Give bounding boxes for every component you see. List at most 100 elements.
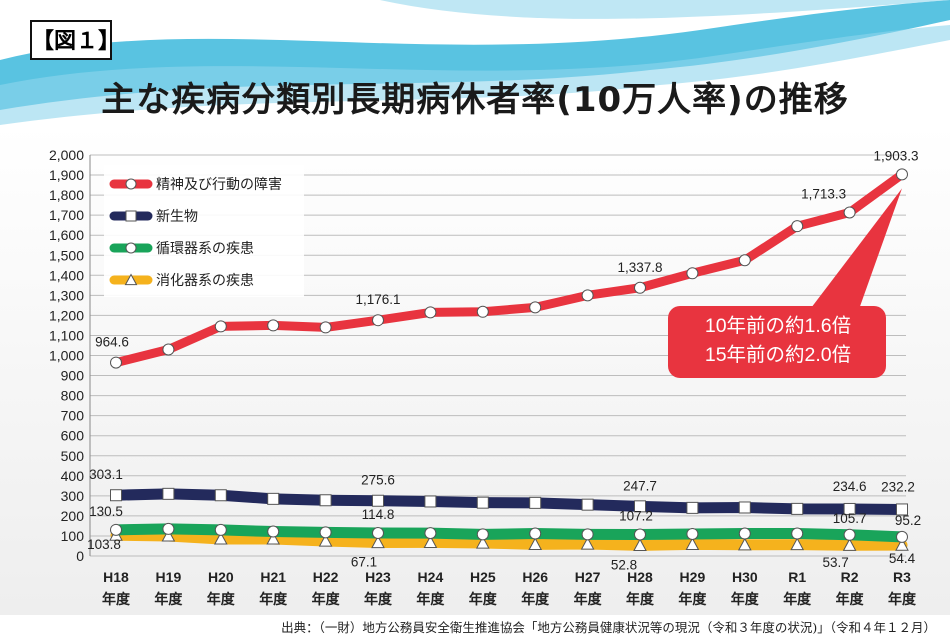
circle-marker xyxy=(319,321,332,334)
square-marker xyxy=(110,489,122,502)
circle-marker xyxy=(267,319,280,332)
circle-marker xyxy=(424,306,437,319)
square-marker xyxy=(424,495,437,508)
circle-marker xyxy=(581,289,594,302)
circle-marker xyxy=(214,320,227,333)
triangle-marker xyxy=(213,531,228,545)
triangle-marker xyxy=(633,538,647,552)
y-tick-label: 1,900 xyxy=(49,167,84,183)
x-tick-label: H27 xyxy=(575,569,601,585)
circle-marker xyxy=(738,254,751,267)
data-label: 103.8 xyxy=(87,537,121,552)
data-label: 964.6 xyxy=(95,335,129,350)
triangle-marker xyxy=(737,537,752,551)
triangle-marker xyxy=(371,535,385,549)
legend-label: 精神及び行動の障害 xyxy=(156,177,282,193)
circle-marker xyxy=(896,168,908,181)
circle-marker xyxy=(896,530,908,543)
square-marker xyxy=(529,496,542,509)
legend-item: 循環器系の疾患 xyxy=(109,241,254,257)
square-marker xyxy=(267,492,280,505)
triangle-marker xyxy=(161,528,176,542)
series-line xyxy=(110,488,908,515)
series-line xyxy=(110,523,908,543)
x-axis: H18 年度 H19 年度 H20 年度 H21 年度 H22 年度 H23 年度 H24 年度 H25 年度… xyxy=(102,569,917,608)
series-mental xyxy=(110,168,908,369)
square-marker xyxy=(738,501,751,514)
triangle-marker xyxy=(528,537,543,550)
y-tick-label: 1,200 xyxy=(49,307,84,323)
data-label: 105.7 xyxy=(833,511,867,526)
triangle-marker xyxy=(124,273,138,286)
series-circulatory xyxy=(110,522,908,543)
x-tick-label: H22 xyxy=(313,569,339,585)
data-labels: 964.6 1,176.1 1,337.8 1,713.3 1,903.3 303.1 27… xyxy=(87,148,921,572)
data-label: 247.7 xyxy=(623,478,657,493)
x-tick-label: H30 xyxy=(732,569,758,585)
square-marker xyxy=(581,498,594,511)
data-label: 1,176.1 xyxy=(355,292,400,307)
x-tick-unit: 年度 xyxy=(469,591,498,608)
y-tick-label: 1,400 xyxy=(49,267,84,283)
x-tick-label: R2 xyxy=(841,569,859,585)
triangle-marker xyxy=(580,536,595,550)
y-tick-label: 100 xyxy=(61,528,85,544)
series-line xyxy=(111,169,907,368)
series-neoplasm xyxy=(110,487,908,516)
y-tick-label: 500 xyxy=(61,448,85,464)
x-tick-label: H23 xyxy=(365,569,391,585)
triangle-marker xyxy=(318,533,333,547)
circle-marker xyxy=(843,206,856,219)
data-label: 130.5 xyxy=(89,504,123,519)
data-label: 53.7 xyxy=(822,555,848,570)
data-label: 95.2 xyxy=(895,513,921,528)
legend-item: 消化器系の疾患 xyxy=(109,273,254,289)
page-title: 主な疾病分類別長期病休者率(10万人率)の推移 xyxy=(101,80,849,120)
x-tick-unit: 年度 xyxy=(678,591,707,608)
y-tick-label: 200 xyxy=(61,508,85,524)
y-tick-label: 1,100 xyxy=(49,327,84,343)
callout-box xyxy=(668,306,886,378)
data-label: 234.6 xyxy=(833,479,867,494)
figure-tag: 【図１】 xyxy=(30,20,120,60)
square-marker xyxy=(686,501,699,514)
series-line xyxy=(110,529,908,551)
triangle-marker xyxy=(423,535,438,548)
data-label: 232.2 xyxy=(881,479,915,494)
legend-label: 循環器系の疾患 xyxy=(156,241,254,257)
data-label: 114.8 xyxy=(362,507,395,522)
x-tick-unit: 年度 xyxy=(888,591,917,608)
square-marker xyxy=(319,494,332,507)
circle-marker xyxy=(214,523,227,536)
x-tick-label: H28 xyxy=(627,569,653,585)
data-label: 275.6 xyxy=(361,473,395,488)
callout-line-2: 15年前の約2.0倍 xyxy=(704,344,852,366)
series xyxy=(109,168,909,552)
legend-label: 新生物 xyxy=(156,209,198,225)
square-marker xyxy=(634,500,646,513)
x-tick-unit: 年度 xyxy=(783,591,812,608)
x-tick-label: H24 xyxy=(418,569,444,585)
circle-marker xyxy=(738,527,751,540)
circle-marker xyxy=(162,343,175,356)
y-tick-label: 600 xyxy=(61,428,85,444)
y-tick-label: 1,600 xyxy=(49,227,84,243)
square-marker xyxy=(896,503,908,516)
circle-marker xyxy=(110,523,122,536)
legend-label: 消化器系の疾患 xyxy=(156,273,254,289)
data-label: 1,713.3 xyxy=(801,186,846,201)
x-tick-unit: 年度 xyxy=(312,591,341,608)
x-tick-unit: 年度 xyxy=(207,591,236,608)
square-marker xyxy=(843,502,856,515)
callout-line-1: 10年前の約1.6倍 xyxy=(704,315,852,337)
data-label: 1,337.8 xyxy=(617,260,662,275)
square-marker xyxy=(162,487,175,500)
y-axis: 0 100 200 300 400 500 600 700 800 900 1,000 1,100 1,… xyxy=(49,147,91,564)
y-tick-label: 900 xyxy=(61,368,85,384)
x-tick-unit: 年度 xyxy=(574,591,603,608)
circle-marker xyxy=(634,281,646,294)
x-tick-unit: 年度 xyxy=(416,591,445,608)
triangle-marker xyxy=(685,537,700,550)
series-digestive xyxy=(109,528,909,552)
